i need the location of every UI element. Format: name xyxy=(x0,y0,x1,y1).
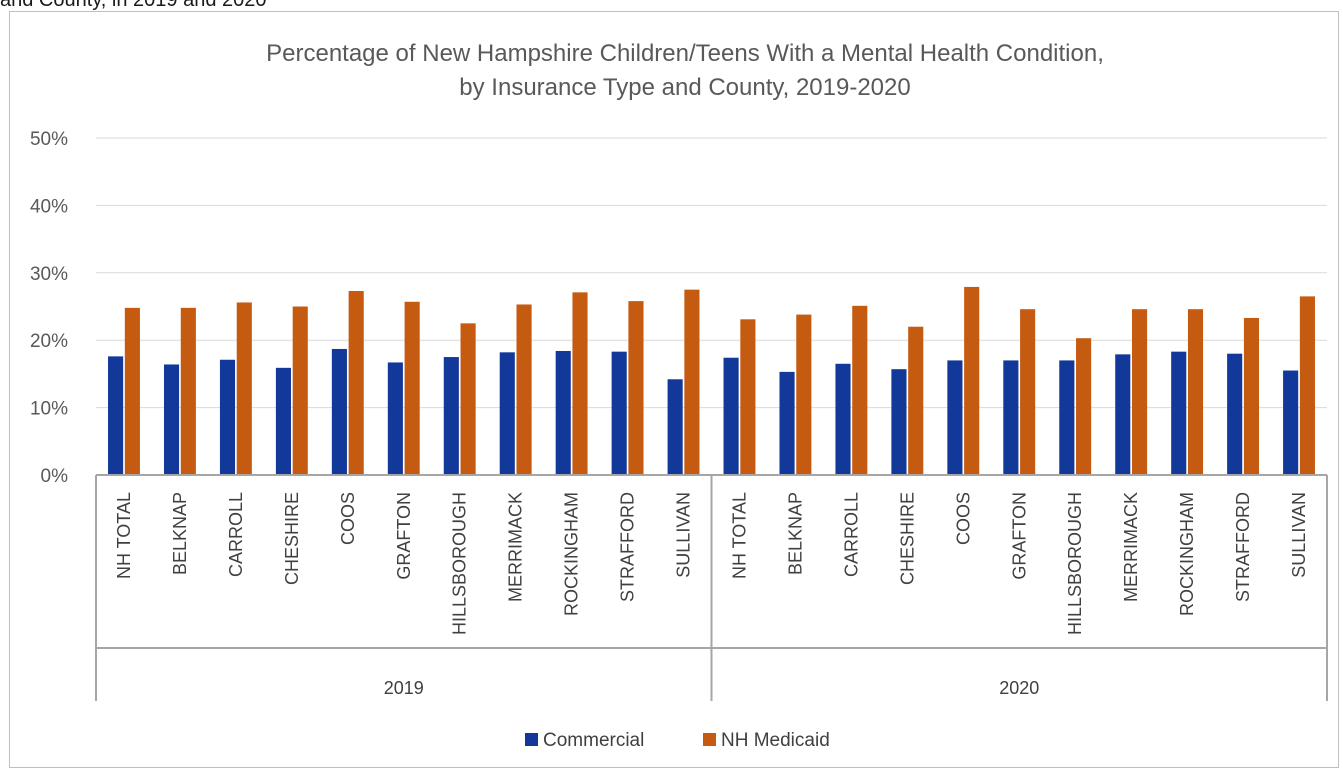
bar-commercial xyxy=(1115,354,1131,475)
legend-commercial-swatch xyxy=(525,733,538,746)
x-category-label: SULLIVAN xyxy=(674,492,694,578)
figure-caption-fragment: and County, in 2019 and 2020 xyxy=(0,0,267,11)
chart-title-line-2: by Insurance Type and County, 2019-2020 xyxy=(459,74,910,101)
bar-nh-medicaid xyxy=(292,306,308,475)
legend-commercial-label: Commercial xyxy=(543,730,644,751)
legend-nh-medicaid-swatch xyxy=(703,733,716,746)
y-tick-label: 20% xyxy=(30,331,68,352)
bar-nh-medicaid xyxy=(1243,317,1260,475)
x-category-label: GRAFTON xyxy=(1009,492,1029,580)
bar-nh-medicaid xyxy=(180,307,196,475)
bar-commercial xyxy=(1059,360,1075,475)
x-axis: NH TOTAL BELKNAP CARROLL CHESHIRE COOS GRAFTO… xyxy=(95,474,1328,701)
x-category-label: COOS xyxy=(338,492,358,545)
bar-nh-medicaid xyxy=(684,289,700,475)
bar-commercial xyxy=(499,352,515,475)
y-tick-label: 0% xyxy=(41,466,69,487)
bar-nh-medicaid xyxy=(404,301,420,475)
x-category-label: ROCKINGHAM xyxy=(562,492,582,616)
x-category-label: COOS xyxy=(953,492,973,545)
bar-commercial xyxy=(835,363,851,475)
bar-commercial xyxy=(163,364,180,475)
bar-nh-medicaid xyxy=(1020,309,1036,475)
x-category-label: CHESHIRE xyxy=(897,492,917,585)
bar-commercial xyxy=(331,348,347,475)
bar-commercial xyxy=(275,367,291,475)
bar-commercial xyxy=(779,371,795,475)
x-category-label: STRAFFORD xyxy=(1233,492,1253,602)
bars xyxy=(108,286,1315,475)
x-category-label: STRAFFORD xyxy=(618,492,638,602)
bar-nh-medicaid xyxy=(516,304,532,475)
bar-nh-medicaid xyxy=(460,323,476,475)
bar-commercial xyxy=(947,360,963,475)
x-group-label: 2019 xyxy=(384,678,424,698)
x-category-label: ROCKINGHAM xyxy=(1177,492,1197,616)
bar-nh-medicaid xyxy=(1187,309,1204,475)
bar-commercial xyxy=(108,356,124,475)
x-category-label: MERRIMACK xyxy=(1121,492,1141,602)
x-category-label: CARROLL xyxy=(226,492,246,577)
legend: Commercial NH Medicaid xyxy=(525,730,830,751)
x-category-label: SULLIVAN xyxy=(1289,492,1309,578)
bar-commercial xyxy=(387,362,403,475)
bar-nh-medicaid xyxy=(628,301,644,475)
x-category-label: NH TOTAL xyxy=(114,492,134,579)
bar-nh-medicaid xyxy=(740,319,756,475)
legend-nh-medicaid-label: NH Medicaid xyxy=(721,730,830,751)
bar-commercial xyxy=(1171,351,1187,475)
bar-nh-medicaid xyxy=(348,291,364,475)
chart-title-line-1: Percentage of New Hampshire Children/Tee… xyxy=(266,40,1104,67)
bar-nh-medicaid xyxy=(1299,296,1315,475)
bar-nh-medicaid xyxy=(572,292,588,475)
x-category-label: CARROLL xyxy=(841,492,861,577)
x-category-label: BELKNAP xyxy=(170,492,190,575)
bar-commercial xyxy=(1003,360,1019,475)
bar-nh-medicaid xyxy=(124,307,140,475)
bar-commercial xyxy=(1227,353,1243,475)
x-category-label: NH TOTAL xyxy=(729,492,749,579)
bar-nh-medicaid xyxy=(964,286,980,475)
x-category-label: HILLSBOROUGH xyxy=(1065,492,1085,635)
x-group-label: 2020 xyxy=(999,678,1039,698)
bar-commercial xyxy=(611,351,627,475)
chart-frame: Percentage of New Hampshire Children/Tee… xyxy=(9,11,1339,768)
y-tick-label: 30% xyxy=(30,264,68,285)
bar-nh-medicaid xyxy=(236,302,252,475)
y-tick-label: 50% xyxy=(30,129,68,150)
x-category-label: MERRIMACK xyxy=(506,492,526,602)
y-tick-label: 40% xyxy=(30,196,68,217)
bar-nh-medicaid xyxy=(1132,309,1148,475)
x-category-label: HILLSBOROUGH xyxy=(450,492,470,635)
bar-nh-medicaid xyxy=(1076,338,1092,475)
y-tick-label: 10% xyxy=(30,399,68,420)
bar-commercial xyxy=(555,350,571,475)
x-category-label: GRAFTON xyxy=(394,492,414,580)
bar-nh-medicaid xyxy=(908,326,924,475)
x-category-label: CHESHIRE xyxy=(282,492,302,585)
bar-commercial xyxy=(723,357,739,475)
x-category-label: BELKNAP xyxy=(785,492,805,575)
bar-commercial xyxy=(219,359,236,475)
bar-commercial xyxy=(667,379,683,475)
bar-chart: Percentage of New Hampshire Children/Tee… xyxy=(30,40,1328,751)
bar-commercial xyxy=(891,369,907,475)
bar-nh-medicaid xyxy=(852,305,868,475)
bar-nh-medicaid xyxy=(796,314,812,475)
bar-commercial xyxy=(443,357,459,475)
bar-commercial xyxy=(1283,370,1299,475)
